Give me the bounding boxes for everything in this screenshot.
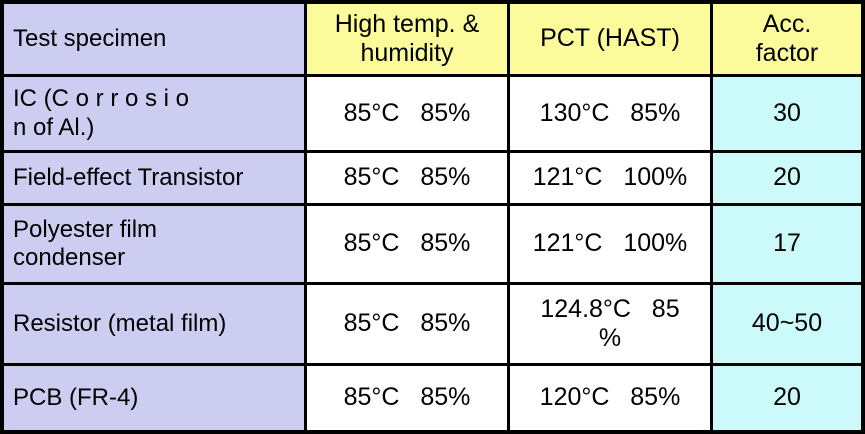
cell-acc-factor: 17 [713,206,861,282]
header-cell-test-specimen: Test specimen [4,4,304,74]
cell-high-temp-humidity: 85°C 85% [307,153,507,203]
header-cell-acc-factor: Acc. factor [713,4,861,74]
cell-high-temp-humidity: 85°C 85% [307,366,507,430]
cell-pct-hast: 121°C 100% [510,153,710,203]
cell-specimen-resistor: Resistor (metal film) [4,285,304,363]
cell-high-temp-humidity: 85°C 85% [307,77,507,150]
cell-acc-factor: 30 [713,77,861,150]
cell-acc-factor: 20 [713,153,861,203]
cell-specimen-polyester: Polyester film condenser [4,206,304,282]
cell-specimen-fet: Field-effect Transistor [4,153,304,203]
cell-specimen-ic: IC (C o r r o s i o n of Al.) [4,77,304,150]
header-cell-pct-hast: PCT (HAST) [510,4,710,74]
cell-pct-hast: 120°C 85% [510,366,710,430]
header-cell-high-temp-humidity: High temp. & humidity [307,4,507,74]
cell-acc-factor: 40~50 [713,285,861,363]
cell-acc-factor: 20 [713,366,861,430]
cell-pct-hast: 124.8°C 85 % [510,285,710,363]
cell-specimen-pcb: PCB (FR-4) [4,366,304,430]
cell-pct-hast: 121°C 100% [510,206,710,282]
cell-pct-hast: 130°C 85% [510,77,710,150]
cell-high-temp-humidity: 85°C 85% [307,285,507,363]
cell-high-temp-humidity: 85°C 85% [307,206,507,282]
